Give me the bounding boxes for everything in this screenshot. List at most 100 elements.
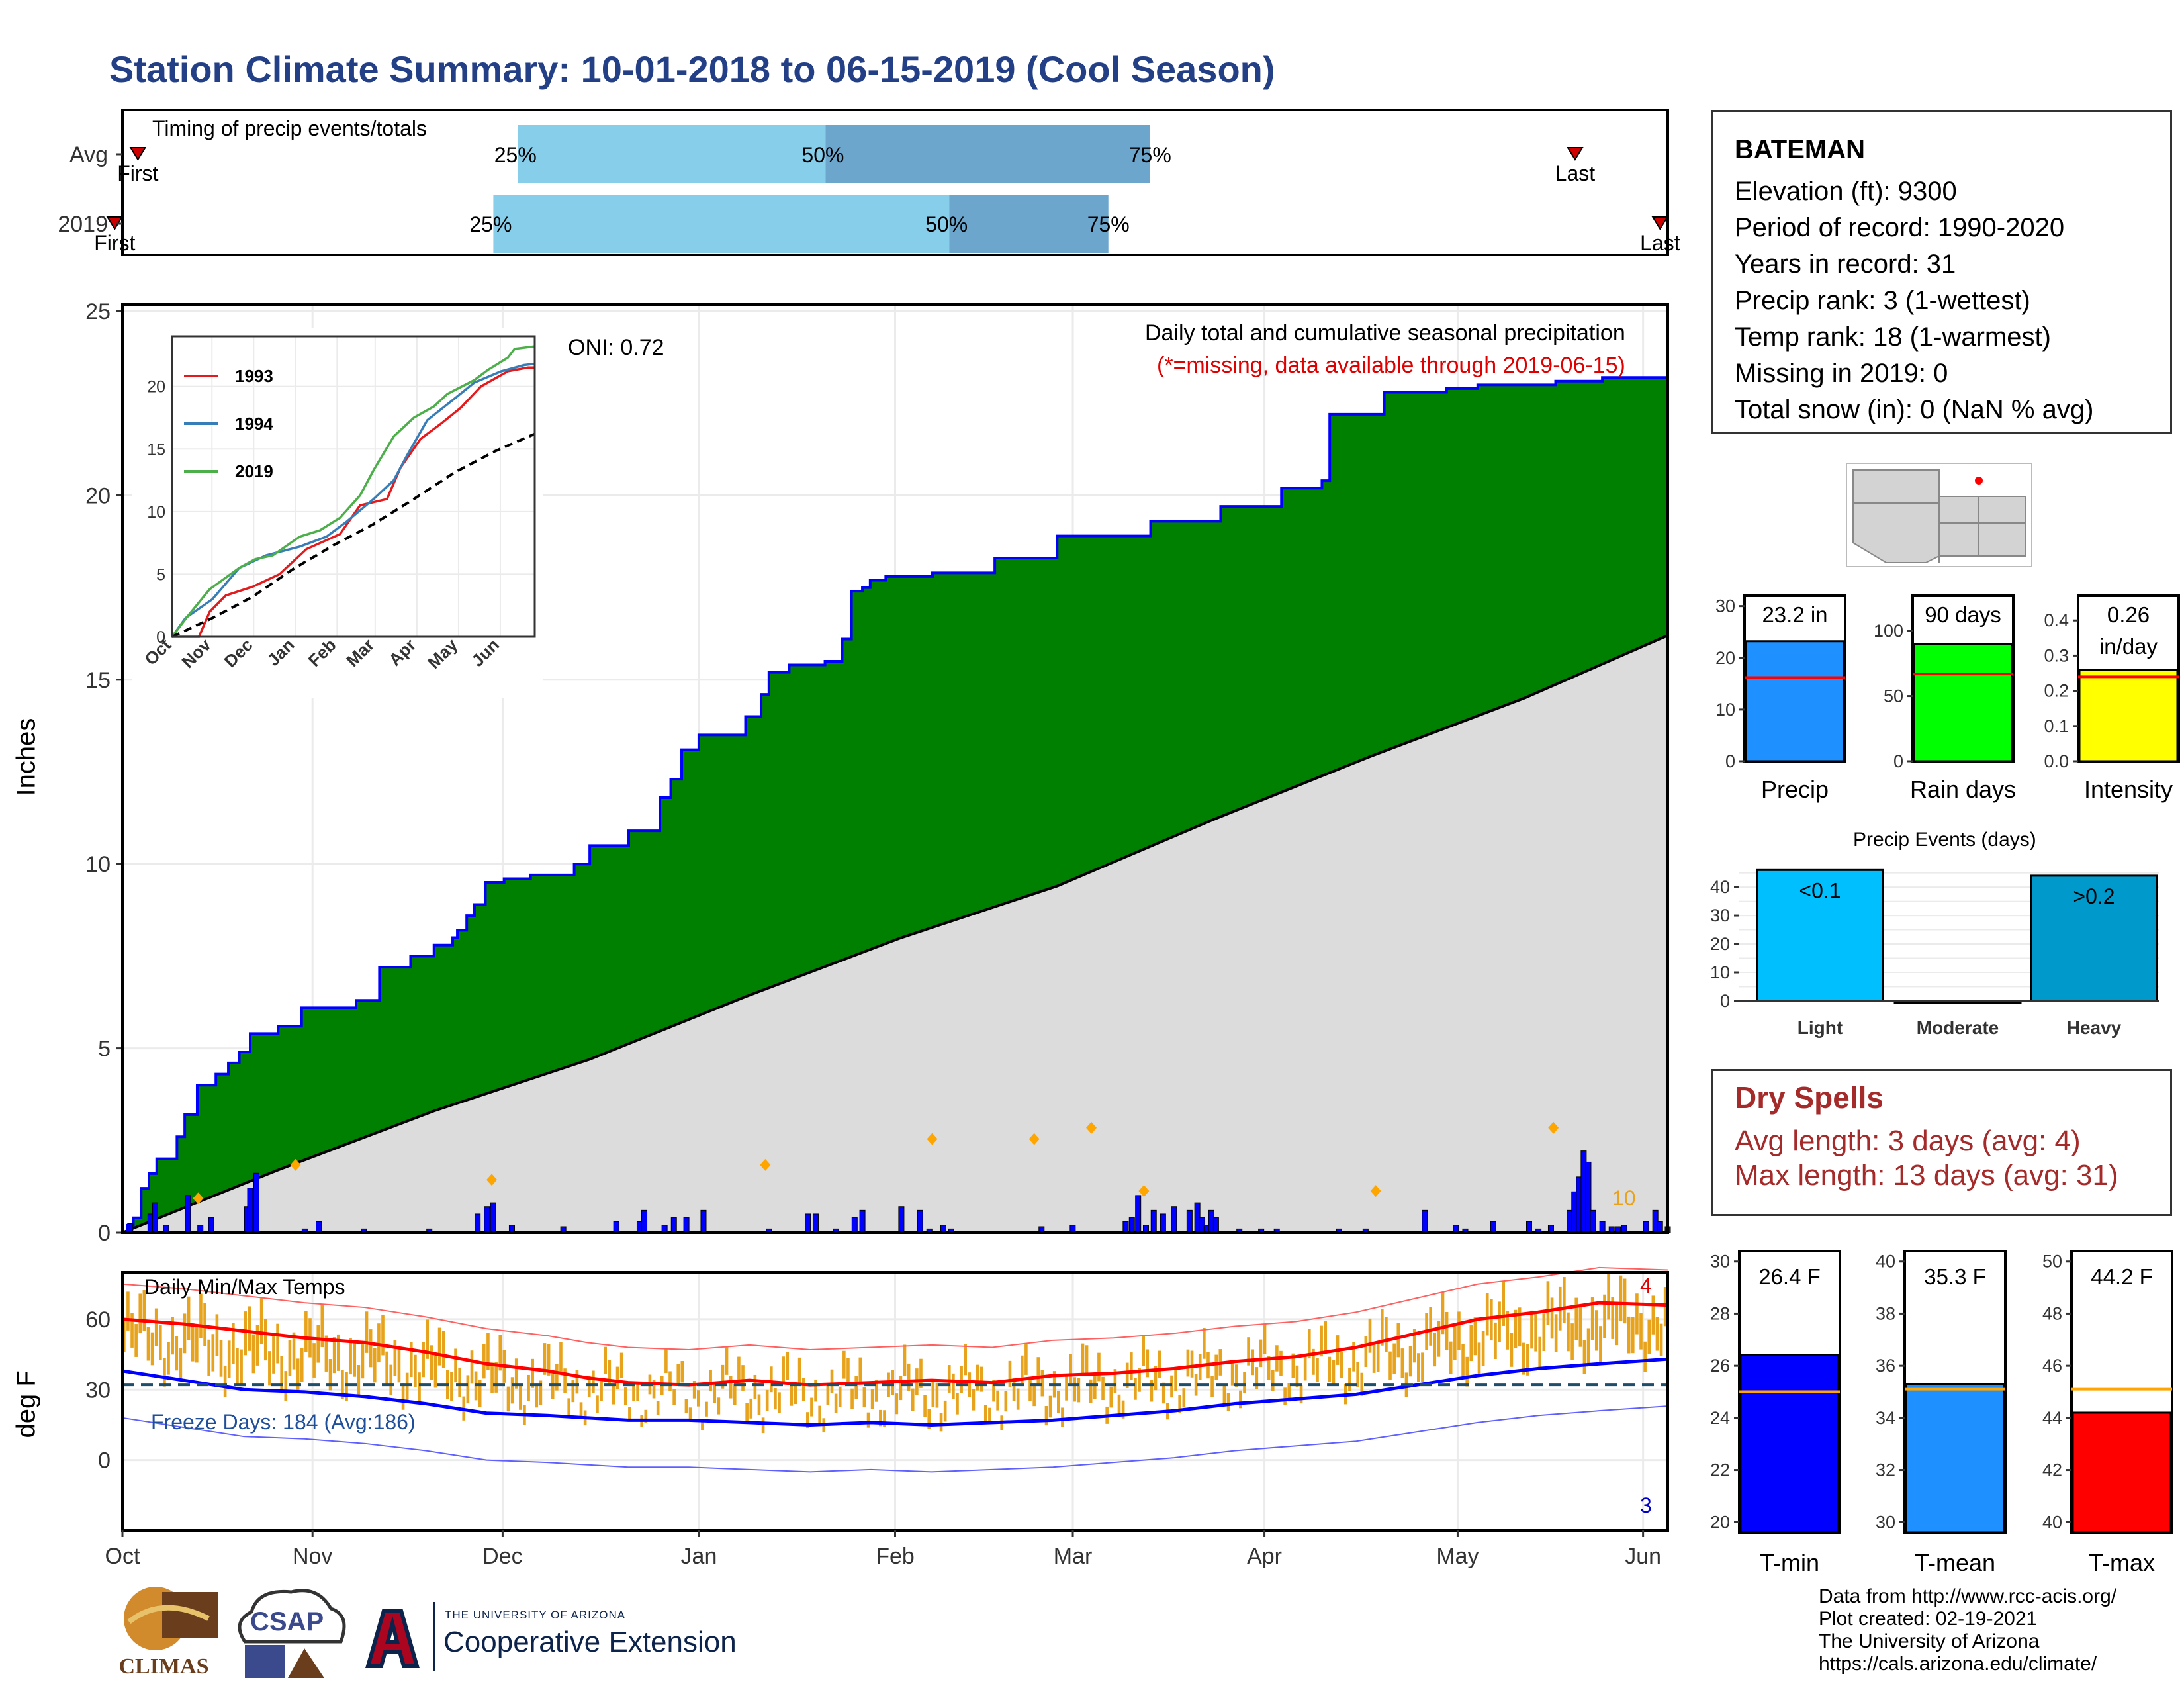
daily-temp-bar: [126, 1291, 130, 1331]
daily-temp-bar: [1332, 1360, 1336, 1385]
precip-ytick-label: 25: [85, 299, 111, 324]
daily-temp-bar: [1032, 1383, 1036, 1407]
daily-temp-bar: [199, 1293, 203, 1338]
daily-temp-bar: [596, 1395, 599, 1413]
daily-temp-bar: [826, 1383, 830, 1405]
daily-precip-bar: [1599, 1221, 1606, 1233]
daily-temp-bar: [1643, 1341, 1647, 1372]
station-snow: Total snow (in): 0 (NaN % avg): [1735, 395, 2094, 424]
daily-temp-bar: [1421, 1352, 1424, 1382]
daily-temp-bar: [765, 1389, 769, 1411]
temp-summary-ytick-label: 20: [1710, 1512, 1730, 1532]
daily-temp-bar: [1259, 1339, 1263, 1368]
daily-precip-bar: [1422, 1209, 1428, 1233]
timing-bar-q1: [518, 125, 826, 183]
daily-temp-bar: [656, 1401, 660, 1415]
credit-data-source: Data from http://www.rcc-acis.org/: [1819, 1585, 2117, 1607]
daily-temp-bar: [138, 1293, 142, 1334]
daily-temp-bar: [988, 1407, 991, 1425]
daily-temp-bar: [215, 1314, 219, 1356]
daily-temp-bar: [154, 1308, 158, 1347]
event-bar: [1756, 868, 1884, 1002]
daily-temp-bar: [818, 1405, 821, 1423]
daily-temp-bar: [1324, 1321, 1328, 1354]
timing-q75-label: 75%: [1129, 143, 1171, 167]
daily-temp-bar: [328, 1359, 332, 1391]
daily-precip-bar: [1186, 1209, 1193, 1233]
daily-temp-bar: [494, 1362, 498, 1393]
daily-temp-bar: [1295, 1365, 1299, 1387]
daily-temp-bar: [272, 1336, 275, 1374]
daily-temp-bar: [1417, 1353, 1420, 1382]
daily-temp-bar: [947, 1365, 951, 1393]
daily-temp-bar: [619, 1352, 623, 1378]
daily-temp-bar: [761, 1417, 765, 1434]
daily-temp-bar: [1599, 1326, 1602, 1364]
daily-temp-bar: [478, 1380, 482, 1407]
daily-temp-bar: [608, 1360, 612, 1384]
temp-xtick-label: Jan: [681, 1544, 717, 1569]
daily-temp-bar: [1570, 1323, 1574, 1360]
daily-temp-bar: [846, 1358, 850, 1385]
daily-precip-bar: [152, 1202, 158, 1233]
freeze-days-label: Freeze Days: 184 (Avg:186): [151, 1410, 416, 1434]
daily-temp-bar: [1473, 1317, 1477, 1356]
temp-summary-bar: [2071, 1411, 2172, 1534]
daily-temp-bar: [1174, 1367, 1177, 1391]
daily-temp-bar: [506, 1386, 510, 1412]
temp-summary-ytick-label: 40: [1876, 1252, 1895, 1272]
daily-temp-bar: [179, 1348, 183, 1381]
daily-temp-bar: [814, 1379, 817, 1402]
daily-temp-bar: [1234, 1364, 1238, 1387]
daily-temp-bar: [535, 1383, 539, 1408]
daily-temp-bar: [1194, 1374, 1198, 1396]
daily-temp-bar: [361, 1343, 365, 1379]
daily-temp-bar: [1481, 1331, 1485, 1366]
daily-temp-bar: [1328, 1356, 1332, 1382]
daily-temp-bar: [1619, 1275, 1623, 1321]
daily-temp-bar: [1433, 1333, 1437, 1367]
daily-precip-bar: [1212, 1217, 1219, 1233]
ua-coop-text: Cooperative Extension: [443, 1626, 737, 1658]
summary-bar: [1745, 640, 1845, 763]
daily-temp-bar: [251, 1334, 255, 1374]
summary-category-label: Precip: [1761, 776, 1829, 803]
daily-temp-bar: [341, 1370, 344, 1399]
daily-temp-bar: [1582, 1340, 1586, 1374]
temp-xtick-label: May: [1436, 1544, 1479, 1569]
daily-temp-bar: [1603, 1294, 1606, 1338]
daily-temp-bar: [236, 1348, 239, 1384]
daily-temp-bar: [1303, 1356, 1307, 1381]
daily-temp-bar: [983, 1405, 987, 1423]
daily-temp-bar: [943, 1400, 947, 1422]
dry-spells-max: Max length: 13 days (avg: 31): [1735, 1159, 2118, 1192]
daily-temp-bar: [426, 1319, 430, 1359]
daily-temp-bar: [183, 1313, 187, 1354]
daily-precip-bar: [1171, 1206, 1177, 1233]
daily-temp-bar: [276, 1323, 279, 1364]
avg-min-line: [122, 1357, 1668, 1427]
daily-precip-bar: [475, 1213, 481, 1233]
precip-ylabel: Inches: [11, 718, 41, 796]
summary-category-label: Intensity: [2084, 776, 2173, 803]
daily-precip-bar: [683, 1217, 690, 1233]
daily-temp-bar: [1190, 1350, 1194, 1378]
daily-temp-bar: [531, 1358, 534, 1388]
summary-ytick-label: 50: [1884, 686, 1903, 706]
daily-temp-bar: [628, 1407, 631, 1421]
temp-summary-ytick-label: 44: [2042, 1408, 2062, 1428]
temp-xtick-label: Mar: [1054, 1544, 1093, 1569]
events-title: Precip Events (days): [1853, 829, 2036, 851]
temp-xtick-label: Jun: [1625, 1544, 1661, 1569]
daily-temp-bar: [1121, 1400, 1125, 1419]
daily-temp-bar: [854, 1376, 858, 1399]
summary-ytick-label: 0.2: [2044, 681, 2069, 701]
daily-temp-bar: [470, 1350, 474, 1384]
summary-value-label: 0.26: [2107, 602, 2150, 627]
precip-ytick-label: 15: [85, 668, 111, 693]
summary-category-label: Rain days: [1910, 776, 2016, 803]
precip-ytick-label: 0: [98, 1221, 111, 1246]
daily-temp-bar: [223, 1365, 227, 1397]
daily-temp-bar: [1574, 1297, 1578, 1340]
daily-temp-bar: [332, 1337, 336, 1374]
